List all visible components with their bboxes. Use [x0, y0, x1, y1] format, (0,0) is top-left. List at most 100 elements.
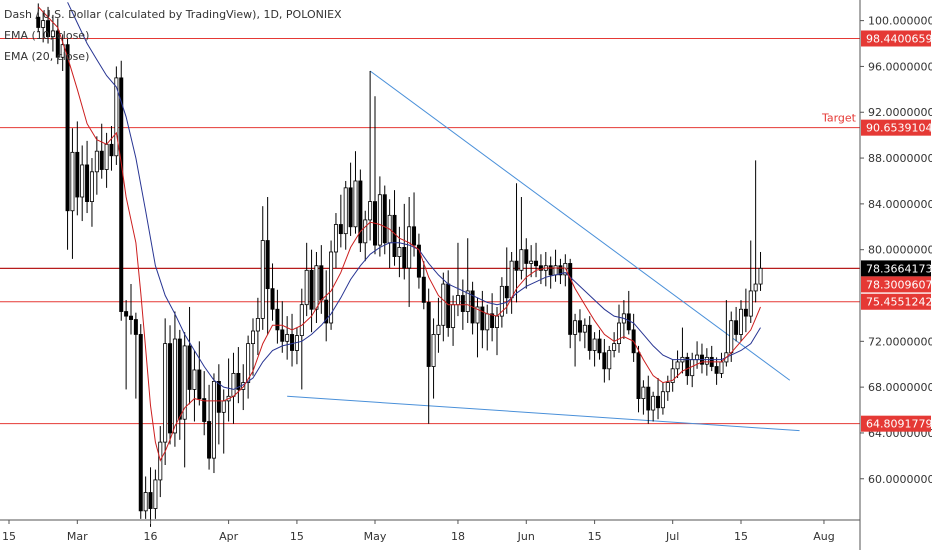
- candle-body: [651, 395, 656, 411]
- price-level-label-text: 75.45512427: [866, 296, 932, 309]
- price-level-label-bg: [861, 293, 931, 310]
- x-tick-label: Mar: [67, 530, 88, 543]
- candle-body: [270, 288, 275, 310]
- candle-body: [412, 226, 417, 246]
- candle-body: [685, 356, 690, 377]
- price-level-label-text: 78.30096079: [866, 278, 932, 291]
- ema20-line: [67, 2, 761, 390]
- candle-body: [124, 311, 129, 317]
- candle-body: [431, 334, 436, 367]
- candle-body: [519, 249, 524, 271]
- candle-body: [734, 320, 739, 335]
- candle-body: [538, 265, 543, 271]
- price-level-label-5[interactable]: 64.80917791: [861, 415, 932, 432]
- candle-body: [250, 330, 255, 345]
- candle-body: [309, 269, 314, 310]
- x-tick-label: Apr: [219, 530, 239, 543]
- price-level-label-bg: [861, 260, 931, 277]
- candle-body: [739, 308, 744, 335]
- candle-body: [646, 386, 651, 411]
- x-tick-label: 18: [451, 530, 465, 543]
- candle-body: [509, 260, 514, 299]
- candle-body: [177, 338, 182, 420]
- legend-title[interactable]: Dash / U.S. Dollar (calculated by Tradin…: [4, 8, 342, 21]
- candle-body: [602, 352, 607, 370]
- candle-body: [529, 260, 534, 264]
- candle-body: [587, 324, 592, 351]
- price-level-label-2[interactable]: 78.36641732: [861, 260, 932, 277]
- legend-ema10[interactable]: EMA (10, close): [4, 29, 90, 42]
- candle-body: [660, 391, 665, 409]
- candle-body: [607, 350, 612, 370]
- legend-ema20[interactable]: EMA (20, close): [4, 50, 90, 63]
- candle-body: [143, 492, 148, 512]
- candle-body: [548, 265, 553, 276]
- candle-body: [504, 285, 509, 299]
- candle-body: [753, 283, 758, 292]
- price-level-label-text: 78.36641732: [866, 262, 932, 275]
- candle-body: [319, 265, 324, 301]
- candle-body: [358, 180, 363, 244]
- candle-body: [255, 318, 260, 332]
- candle-body: [207, 421, 212, 459]
- candle-body: [299, 304, 304, 336]
- candle-body: [534, 260, 539, 267]
- price-level-label-0[interactable]: 98.44006593: [861, 30, 932, 47]
- ema10-line: [37, 6, 761, 462]
- candle-body: [748, 290, 753, 317]
- candle-body: [197, 369, 202, 399]
- candles-layer: [36, 3, 763, 527]
- x-tick-label: Aug: [813, 530, 834, 543]
- candle-body: [626, 313, 631, 331]
- candle-body: [714, 366, 719, 374]
- candle-body: [50, 30, 55, 38]
- x-tick-label: 15: [588, 530, 602, 543]
- x-tick-label: 16: [144, 530, 158, 543]
- candle-body: [577, 320, 582, 333]
- candle-body: [704, 356, 709, 365]
- candle-body: [353, 180, 358, 228]
- candle-body: [407, 226, 412, 269]
- candle-body: [275, 308, 280, 331]
- candle-body: [758, 267, 763, 285]
- candle-body: [558, 265, 563, 276]
- candle-body: [65, 44, 70, 212]
- candle-body: [656, 395, 661, 409]
- trendlines-layer: [287, 70, 800, 432]
- candle-body: [109, 143, 114, 157]
- price-level-label-4[interactable]: 75.45512427: [861, 293, 932, 310]
- x-tick-label: 15: [2, 530, 16, 543]
- candle-body: [304, 269, 309, 306]
- price-level-label-text: 98.44006593: [866, 32, 932, 45]
- candle-body: [192, 369, 197, 390]
- price-level-label-1[interactable]: 90.65391046: [861, 119, 932, 136]
- candle-body: [641, 386, 646, 399]
- candle-body: [70, 151, 75, 212]
- candle-body: [333, 224, 338, 253]
- candle-body: [104, 143, 109, 170]
- candle-body: [675, 361, 680, 370]
- candle-body: [592, 338, 597, 351]
- candle-body: [119, 77, 124, 312]
- candle-body: [446, 283, 451, 328]
- candle-body: [348, 187, 353, 228]
- candle-body: [285, 334, 290, 342]
- candle-body: [490, 313, 495, 328]
- candle-body: [612, 343, 617, 351]
- price-level-label-text: 90.65391046: [866, 122, 932, 135]
- candle-body: [148, 492, 153, 509]
- candle-body: [514, 260, 519, 271]
- time-axis[interactable]: 15 Mar 16 Apr 15 May 18 Jun 15 Jul 15 Aug: [0, 519, 860, 543]
- candle-body: [168, 343, 173, 434]
- price-level-label-bg: [861, 276, 931, 293]
- candle-body: [402, 247, 407, 269]
- price-level-label-3[interactable]: 78.30096079: [861, 276, 932, 293]
- candle-body: [89, 171, 94, 202]
- x-tick-label: May: [364, 530, 387, 543]
- level-labels-layer: 98.44006593 90.65391046 Target 78.36641732 7…: [821, 30, 932, 432]
- candle-body: [436, 324, 441, 335]
- candle-body: [743, 308, 748, 317]
- candle-body: [568, 263, 573, 335]
